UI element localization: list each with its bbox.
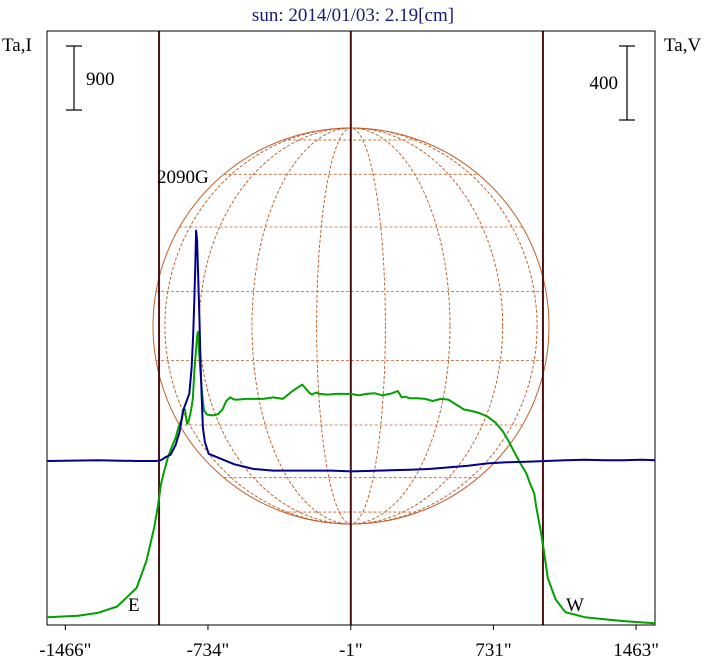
x-tick-label: -1466"	[39, 640, 91, 660]
polarization-series-line	[46, 229, 656, 473]
x-tick-label: 731"	[475, 640, 511, 660]
series-lines	[46, 229, 656, 625]
east-label: E	[128, 595, 140, 616]
right-scale-value: 400	[590, 73, 619, 94]
west-label: W	[566, 595, 584, 616]
longitude-line	[251, 127, 451, 525]
x-tick-label: 1463"	[613, 640, 659, 660]
x-tick-label: -734"	[187, 640, 230, 660]
x-axis-ticks: -1466" -734" -1" 731" 1463"	[39, 625, 659, 660]
marker-lines	[158, 31, 544, 625]
left-scale-value: 900	[86, 69, 115, 90]
x-tick-label: -1"	[339, 640, 363, 660]
field-annotation: 2090G	[157, 167, 209, 188]
right-scale-bar: 400	[590, 45, 635, 121]
right-axis-label: Ta,V	[664, 35, 701, 56]
chart-title: sun: 2014/01/03: 2.19[cm]	[252, 5, 454, 26]
left-scale-bar: 900	[66, 45, 115, 111]
left-axis-label: Ta,I	[2, 35, 32, 56]
